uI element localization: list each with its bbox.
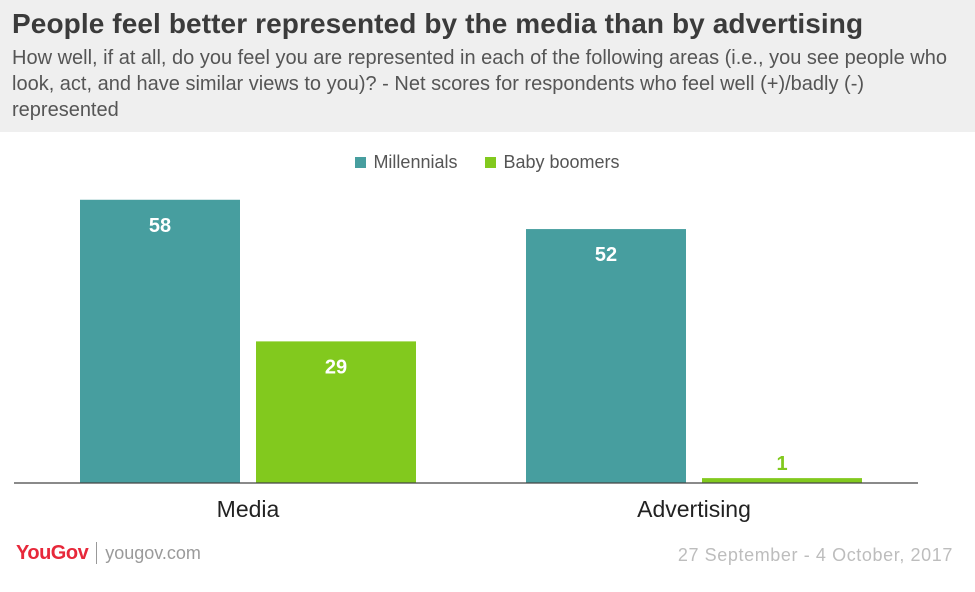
data-label-media-millennials: 58 — [149, 215, 171, 237]
data-label-advertising-millennials: 52 — [595, 244, 617, 266]
legend-label-millennials: Millennials — [373, 151, 458, 172]
legend-item-baby-boomers: Baby boomers — [485, 151, 620, 173]
category-label-advertising: Advertising — [637, 496, 751, 522]
date-range: 27 September - 4 October, 2017 — [677, 545, 953, 565]
chart-title: People feel better represented by the me… — [12, 8, 864, 39]
data-label-media-baby-boomers: 29 — [325, 356, 347, 378]
brand-url: yougov.com — [105, 542, 201, 563]
legend-label-baby-boomers: Baby boomers — [503, 151, 620, 172]
header: People feel better represented by the me… — [0, 0, 975, 132]
data-label-advertising-baby-boomers: 1 — [776, 453, 787, 475]
legend: Millennials Baby boomers — [0, 150, 975, 174]
bar-media-millennials — [80, 199, 240, 483]
category-label-media: Media — [217, 496, 280, 522]
legend-item-millennials: Millennials — [355, 152, 457, 173]
bar-advertising-baby-boomers — [702, 478, 862, 483]
chart-subtitle: How well, if at all, do you feel you are… — [12, 47, 947, 121]
legend-swatch-baby-boomers — [485, 156, 497, 168]
legend-swatch-millennials — [355, 156, 367, 168]
footer-brand: YouGov yougov.com — [16, 539, 201, 567]
bar-media-baby-boomers — [256, 341, 416, 483]
bar-advertising-millennials — [526, 229, 686, 483]
brand-divider — [96, 542, 98, 564]
yougov-logo: YouGov — [16, 541, 89, 564]
